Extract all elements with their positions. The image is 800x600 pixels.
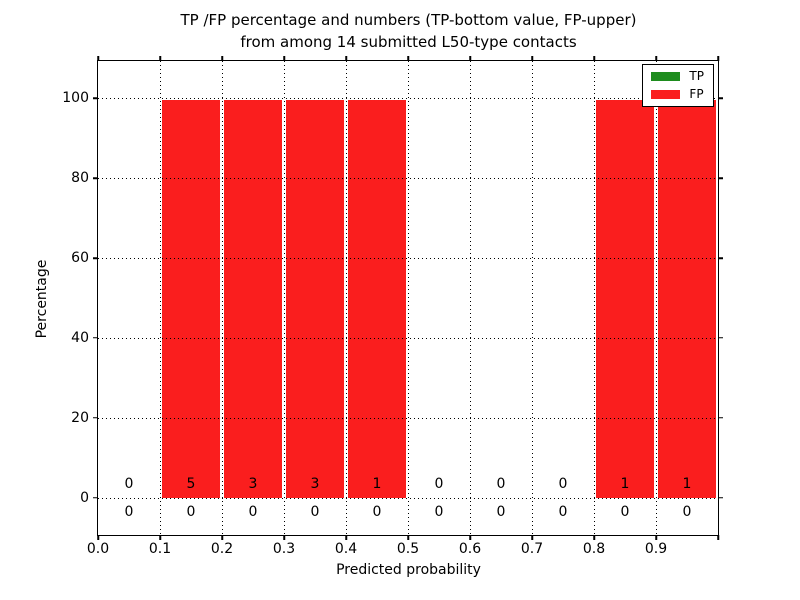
x-tick-mark — [221, 56, 223, 61]
y-tick-mark — [93, 177, 98, 179]
legend-label: FP — [689, 87, 704, 101]
fp-bar — [656, 98, 718, 498]
vertical-gridline — [408, 61, 409, 535]
vertical-gridline — [222, 61, 223, 535]
x-tick-mark — [717, 56, 719, 61]
legend-label: TP — [689, 69, 704, 83]
tp-count-label: 0 — [310, 503, 320, 520]
x-tick-mark — [531, 535, 533, 540]
plot-area: TP FP 0.0 0.1 0.2 0.3 0.4 0.5 0.6 0.7 0.8 0.9 0 20 40… — [62, 56, 723, 556]
vertical-gridline — [594, 61, 595, 535]
y-tick-label: 40 — [71, 329, 89, 346]
x-tick-mark — [593, 56, 595, 61]
x-tick-label: 0.6 — [458, 541, 482, 557]
x-tick-mark — [407, 56, 409, 61]
x-tick-label: 0.3 — [272, 541, 296, 557]
x-tick-label: 0.5 — [396, 541, 420, 557]
chart-title-line2: from among 14 submitted L50-type contact… — [240, 33, 577, 51]
fp-bar — [160, 98, 222, 498]
chart-title-line1: TP /FP percentage and numbers (TP-bottom… — [180, 11, 637, 29]
tp-count-label: 0 — [124, 503, 134, 520]
y-tick-mark — [93, 337, 98, 339]
x-axis-label: Predicted probability — [336, 562, 481, 578]
fp-bar — [284, 98, 346, 498]
fp-count-label: 0 — [434, 475, 444, 492]
legend-item-fp: FP — [651, 88, 704, 100]
x-tick-mark — [531, 56, 533, 61]
x-tick-mark — [221, 535, 223, 540]
y-tick-label: 80 — [71, 170, 89, 187]
vertical-gridline — [346, 61, 347, 535]
fp-count-label: 1 — [372, 475, 382, 492]
fp-legend-swatch — [651, 89, 681, 99]
x-tick-label: 0.4 — [334, 541, 358, 557]
vertical-gridline — [160, 61, 161, 535]
fp-bar — [222, 98, 284, 498]
vertical-gridline — [656, 61, 657, 535]
x-tick-mark — [97, 535, 99, 540]
x-tick-mark — [717, 535, 719, 540]
tp-count-label: 0 — [496, 503, 506, 520]
x-tick-mark — [593, 535, 595, 540]
fp-count-label: 0 — [558, 475, 568, 492]
x-tick-mark — [283, 535, 285, 540]
fp-count-label: 1 — [682, 475, 692, 492]
x-tick-mark — [345, 56, 347, 61]
y-tick-mark — [718, 177, 723, 179]
x-tick-mark — [159, 56, 161, 61]
fp-count-label: 0 — [124, 475, 134, 492]
x-tick-mark — [283, 56, 285, 61]
y-tick-mark — [718, 257, 723, 259]
tp-count-label: 0 — [558, 503, 568, 520]
y-tick-mark — [93, 417, 98, 419]
chart-title: TP /FP percentage and numbers (TP-bottom… — [97, 9, 720, 53]
x-tick-label: 0.7 — [520, 541, 544, 557]
legend: TP FP — [642, 64, 714, 107]
tp-count-label: 0 — [620, 503, 630, 520]
x-tick-mark — [407, 535, 409, 540]
y-tick-label: 100 — [62, 90, 89, 107]
x-tick-mark — [159, 535, 161, 540]
x-tick-label: 0.8 — [582, 541, 606, 557]
fp-bar — [346, 98, 408, 498]
y-tick-mark — [718, 97, 723, 99]
x-tick-mark — [469, 535, 471, 540]
x-tick-label: 0.9 — [644, 541, 668, 557]
y-tick-mark — [93, 257, 98, 259]
tp-legend-swatch — [651, 71, 681, 81]
y-tick-mark — [93, 497, 98, 499]
x-tick-label: 0.2 — [210, 541, 234, 557]
fp-count-label: 5 — [186, 475, 196, 492]
tp-count-label: 0 — [372, 503, 382, 520]
y-tick-label: 20 — [71, 409, 89, 426]
fp-count-label: 3 — [310, 475, 320, 492]
vertical-gridline — [284, 61, 285, 535]
y-tick-mark — [718, 497, 723, 499]
x-tick-label: 0.0 — [86, 541, 110, 557]
x-tick-mark — [469, 56, 471, 61]
y-tick-mark — [718, 337, 723, 339]
tp-count-label: 0 — [434, 503, 444, 520]
fp-count-label: 3 — [248, 475, 258, 492]
x-tick-mark — [655, 535, 657, 540]
vertical-gridline — [470, 61, 471, 535]
vertical-gridline — [532, 61, 533, 535]
fp-bar — [594, 98, 656, 498]
x-tick-mark — [345, 535, 347, 540]
y-tick-label: 60 — [71, 250, 89, 267]
tp-count-label: 0 — [682, 503, 692, 520]
tp-count-label: 0 — [248, 503, 258, 520]
legend-item-tp: TP — [651, 70, 704, 82]
x-tick-mark — [97, 56, 99, 61]
x-tick-label: 0.1 — [148, 541, 172, 557]
y-tick-mark — [93, 97, 98, 99]
y-axis-label: Percentage — [34, 259, 50, 339]
fp-count-label: 1 — [620, 475, 630, 492]
y-tick-mark — [718, 417, 723, 419]
tp-count-label: 0 — [186, 503, 196, 520]
x-tick-mark — [655, 56, 657, 61]
fp-count-label: 0 — [496, 475, 506, 492]
y-tick-label: 0 — [80, 489, 89, 506]
